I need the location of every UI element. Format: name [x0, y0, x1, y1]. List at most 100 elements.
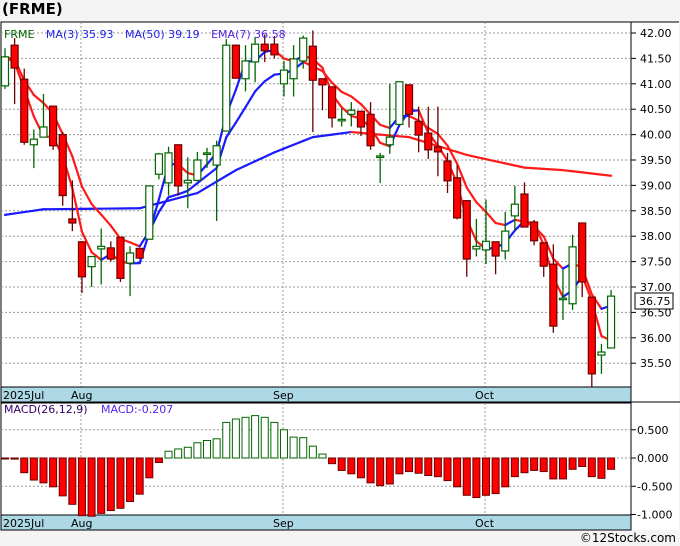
ma50-line-segment: [225, 169, 237, 177]
macd-bar: [193, 442, 202, 459]
last-price-box: [634, 292, 674, 310]
candle-body: [183, 179, 192, 184]
ma50-line-segment: [205, 180, 218, 189]
macd-bar: [203, 439, 212, 459]
ma50-line-segment: [581, 171, 593, 175]
candle-body: [106, 247, 115, 260]
macd-bar: [472, 457, 481, 499]
macd-legend: MACD(26,12,9) MACD:-0.207: [4, 403, 173, 416]
macd-bar: [501, 457, 510, 488]
ma50-line-segment: [571, 170, 584, 174]
candle: [241, 45, 250, 92]
macd-bar: [87, 457, 96, 517]
candle: [539, 242, 548, 277]
ma50-line-segment: [523, 166, 536, 170]
legend-symbol: FRME: [4, 28, 34, 41]
candle: [174, 144, 183, 196]
candle-body: [20, 78, 29, 143]
candle: [299, 35, 308, 69]
candle-body: [39, 126, 48, 138]
candle: [183, 157, 192, 209]
price-tick-label: 42.00: [640, 27, 672, 40]
candle: [404, 84, 414, 128]
ma50-line-segment: [542, 167, 555, 171]
macd-legend-value: MACD:-0.207: [101, 403, 173, 416]
candle: [327, 86, 337, 128]
macd-bar: [453, 457, 462, 488]
ma50-line-segment: [196, 186, 209, 195]
macd-bar: [20, 457, 29, 474]
ma50-line-segment: [484, 158, 497, 163]
x-tick-label: 2025Jul: [3, 389, 44, 402]
candle-body: [404, 84, 414, 115]
ma50-line-segment: [456, 150, 468, 157]
candle-body: [539, 242, 548, 267]
ma50-line-segment: [3, 212, 16, 216]
candle-body: [424, 132, 433, 151]
macd-bar: [97, 457, 106, 514]
candle: [501, 211, 510, 260]
ema7-line-segment: [71, 155, 84, 188]
candle-body: [433, 146, 442, 153]
macd-tick-label: 0.500: [637, 424, 669, 437]
candle: [347, 102, 356, 127]
macd-bar: [260, 416, 269, 459]
macd-bar: [212, 438, 221, 459]
macd-bar: [520, 457, 529, 474]
x-tick-label: Sep: [273, 517, 294, 530]
ema7-line-segment: [484, 210, 497, 225]
macd-bar: [299, 437, 308, 459]
candle: [529, 219, 539, 246]
price-tick-label: 40.50: [640, 103, 672, 116]
ma50-line-segment: [167, 197, 180, 202]
ema7-line-segment: [263, 73, 276, 83]
price-tick-label: 36.00: [640, 332, 672, 345]
candle-body: [366, 113, 375, 147]
candle-body: [337, 118, 346, 122]
x-tick-label: Sep: [273, 389, 294, 402]
ma50-line-segment: [302, 136, 314, 143]
ma50-line-segment: [13, 210, 26, 215]
macd-bar: [308, 445, 317, 459]
candle: [58, 132, 67, 206]
macd-bar: [68, 457, 77, 505]
ema7-line-segment: [446, 144, 459, 165]
candle: [164, 146, 173, 196]
candle-body: [164, 152, 173, 184]
macd-bar: [10, 457, 19, 460]
macd-bar: [539, 457, 548, 473]
candle: [10, 38, 19, 105]
candle-body: [270, 43, 279, 56]
candle: [20, 68, 29, 145]
candle-body: [174, 144, 183, 187]
candle-body: [587, 296, 596, 375]
ma50-line-segment: [254, 155, 266, 163]
ma50-line-segment: [532, 167, 545, 170]
ma50-line-segment: [330, 132, 343, 136]
candle-body: [68, 218, 77, 224]
candle: [424, 106, 433, 159]
candle: [48, 105, 58, 150]
candle-body: [318, 78, 327, 86]
macd-bar: [395, 457, 404, 475]
ma50-line-segment: [186, 191, 199, 197]
ema7-line-segment: [340, 90, 353, 98]
ema7-line-segment: [254, 80, 266, 93]
ema7-line-segment: [465, 186, 478, 204]
ma50-line-segment: [32, 208, 45, 212]
ma50-line-segment: [215, 174, 228, 183]
macd-bar: [106, 457, 115, 512]
candle-body: [222, 44, 231, 132]
macd-bar: [174, 448, 183, 459]
candle-body: [77, 241, 87, 278]
macd-tick-label: -1.000: [637, 509, 672, 522]
ema7-line-segment: [177, 189, 189, 196]
candle-body: [299, 37, 308, 62]
macd-bar: [328, 457, 337, 465]
candle-body: [193, 159, 202, 181]
candle: [510, 185, 519, 231]
candle-body: [48, 105, 58, 147]
price-tick-label: 39.50: [640, 154, 672, 167]
macd-bar: [135, 457, 144, 495]
candle: [260, 34, 269, 62]
